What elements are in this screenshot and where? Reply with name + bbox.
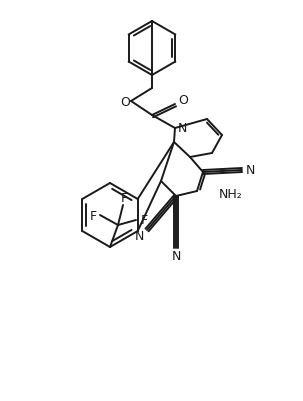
Text: N: N (245, 164, 255, 176)
Text: F: F (120, 192, 128, 205)
Text: NH₂: NH₂ (219, 188, 243, 200)
Text: F: F (89, 209, 97, 223)
Text: O: O (120, 95, 130, 109)
Text: N: N (177, 122, 187, 136)
Text: O: O (178, 95, 188, 107)
Text: F: F (140, 215, 148, 227)
Text: N: N (134, 231, 144, 243)
Text: N: N (171, 251, 181, 263)
